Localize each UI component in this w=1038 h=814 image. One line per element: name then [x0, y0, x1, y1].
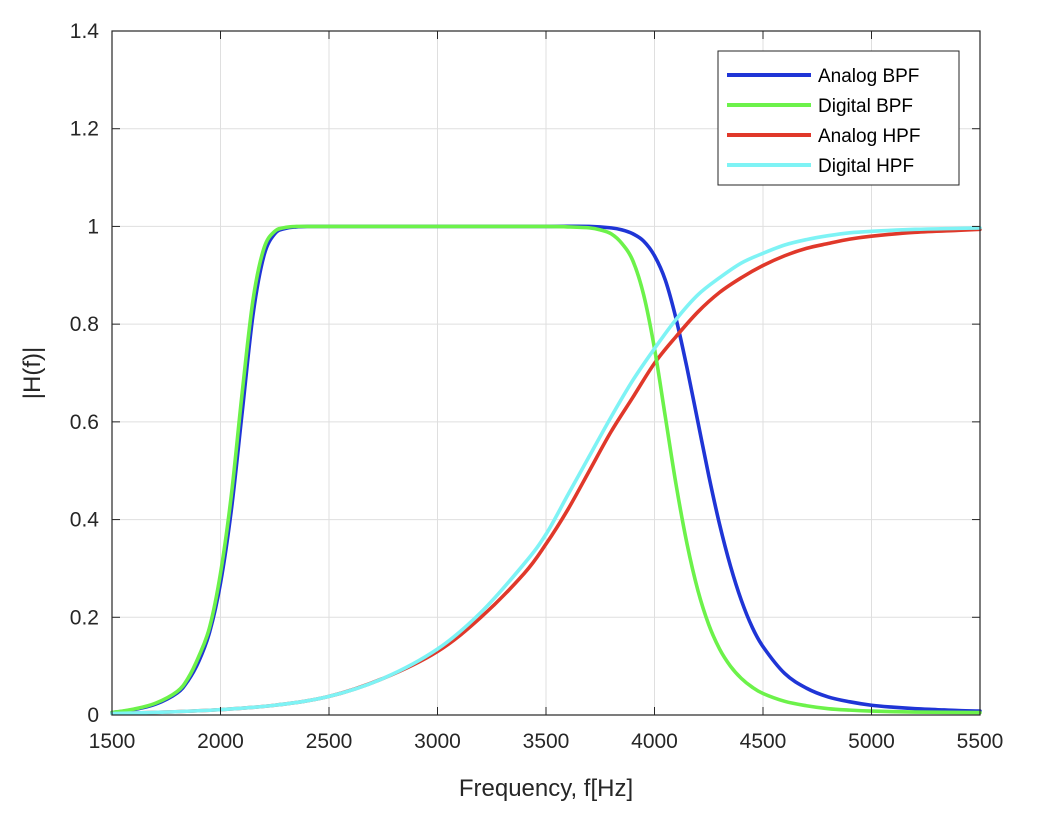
x-tick-label: 4000: [631, 730, 678, 753]
series-line-digital-hpf: [110, 226, 982, 716]
y-tick-label: 1.4: [70, 20, 100, 43]
legend: Analog BPF Digital BPF Analog HPF Digital H…: [717, 50, 960, 186]
x-tick-label: 3500: [523, 730, 570, 753]
x-tick-label: 3000: [414, 730, 461, 753]
x-tick-label: 2000: [197, 730, 244, 753]
legend-label-digital-bpf: Digital BPF: [818, 96, 913, 117]
series-line-digital-bpf: [110, 224, 982, 715]
y-axis-label: |H(f)|: [19, 347, 46, 399]
y-tick-label: 0.4: [70, 509, 100, 532]
y-tick-label: 0.8: [70, 313, 99, 336]
y-tick-label: 1.2: [70, 118, 99, 141]
legend-label-analog-hpf: Analog HPF: [818, 126, 920, 147]
x-tick-label: 4500: [740, 730, 787, 753]
ticks: 1500 2000 2500 3000 3500 4000 4500 5000 5500 0 0.2…: [70, 20, 1004, 753]
x-axis-label: Frequency, f[Hz]: [459, 775, 633, 802]
legend-label-analog-bpf: Analog BPF: [818, 66, 919, 87]
y-tick-label: 1: [87, 215, 99, 238]
x-tick-label: 5000: [848, 730, 895, 753]
series-layer: [110, 224, 982, 716]
x-tick-label: 1500: [89, 730, 136, 753]
y-tick-label: 0: [87, 704, 99, 727]
y-tick-label: 0.6: [70, 411, 99, 434]
y-tick-label: 0.2: [70, 606, 99, 629]
x-tick-label: 2500: [306, 730, 353, 753]
x-tick-label: 5500: [957, 730, 1004, 753]
legend-label-digital-hpf: Digital HPF: [818, 156, 914, 177]
